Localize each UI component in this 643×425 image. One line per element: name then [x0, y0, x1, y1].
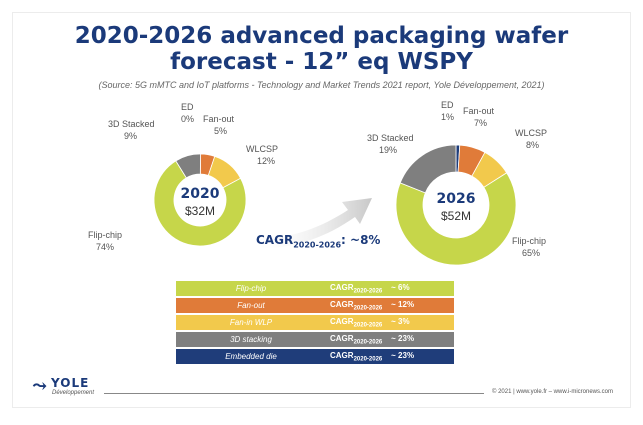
pie-2020 — [153, 153, 247, 247]
cagr-row-value: CAGR2020-2026 ~ 6% — [326, 281, 454, 296]
cagr-row-label: CAGR — [330, 316, 354, 326]
label-2020-flip-chip-name: Flip-chip — [88, 230, 122, 240]
cagr-row-period: 2020-2026 — [353, 288, 383, 295]
yole-logo-mark: ⤳ — [32, 376, 48, 397]
overall-cagr-prefix: CAGR — [256, 233, 294, 247]
cagr-row-label: CAGR — [330, 299, 354, 309]
label-2020-3d-stacked-pct: 9% — [124, 131, 137, 141]
pie-2026 — [395, 144, 517, 266]
cagr-row-label: CAGR — [330, 350, 354, 360]
pie-2026-center: 2026 $52M — [437, 191, 476, 223]
overall-cagr: CAGR2020-2026: ~8% — [256, 233, 380, 249]
cagr-row-period: 2020-2026 — [353, 339, 383, 346]
label-2020-fan-out-name: Fan-out — [203, 114, 235, 124]
cagr-row-segment: Fan-in WLP — [176, 315, 326, 330]
label-2020-fan-out-pct: 5% — [214, 126, 227, 136]
cagr-row: 3D stacking CAGR2020-2026 ~ 23% — [176, 332, 454, 347]
cagr-row-period: 2020-2026 — [353, 305, 383, 312]
footer-copyright: © 2021 | www.yole.fr – www.i-micronews.c… — [492, 389, 614, 395]
overall-cagr-value: : ~8% — [341, 233, 381, 247]
cagr-row: Flip-chip CAGR2020-2026 ~ 6% — [176, 281, 454, 296]
label-2026-ed-name: ED — [441, 100, 454, 110]
label-2026-3d-stacked-name: 3D Stacked — [367, 133, 414, 143]
label-2020-ed-name: ED — [181, 102, 194, 112]
cagr-row-segment: Fan-out — [176, 298, 326, 313]
label-2026-flip-chip-pct: 65% — [522, 248, 540, 258]
cagr-row: Embedded die CAGR2020-2026 ~ 23% — [176, 349, 454, 364]
label-2026-ed-pct: 1% — [441, 112, 454, 122]
label-2020-flip-chip-pct: 74% — [96, 242, 114, 252]
cagr-row-period: 2020-2026 — [353, 356, 383, 363]
pie-2026-year: 2026 — [437, 191, 476, 207]
donut-hole-2026 — [423, 172, 489, 238]
yole-logo: ⤳ YOLE Développement — [32, 376, 94, 397]
footer-divider — [104, 393, 484, 394]
cagr-row-value: CAGR2020-2026 ~ 12% — [326, 298, 454, 313]
pie-2020-center: 2020 $32M — [181, 186, 220, 218]
pie-2020-year: 2020 — [181, 186, 220, 202]
cagr-table: Flip-chip CAGR2020-2026 ~ 6% Fan-out CAGR20… — [176, 279, 454, 366]
cagr-row: Fan-in WLP CAGR2020-2026 ~ 3% — [176, 315, 454, 330]
cagr-row-label: CAGR — [330, 282, 354, 292]
cagr-row: Fan-out CAGR2020-2026 ~ 12% — [176, 298, 454, 313]
cagr-row-value: CAGR2020-2026 ~ 23% — [326, 332, 454, 347]
chart-title-line2: forecast - 12” eq WSPY — [170, 49, 473, 75]
label-2026-fan-out-name: Fan-out — [463, 106, 495, 116]
cagr-row-number: ~ 12% — [391, 299, 415, 309]
label-2026-flip-chip-name: Flip-chip — [512, 236, 546, 246]
pie-2020-total: $32M — [185, 204, 215, 218]
cagr-row-number: ~ 23% — [391, 350, 415, 360]
label-2026-fan-out-pct: 7% — [474, 118, 487, 128]
cagr-row-value: CAGR2020-2026 ~ 23% — [326, 349, 454, 364]
pie-2026-total: $52M — [441, 209, 471, 223]
cagr-row-value: CAGR2020-2026 ~ 3% — [326, 315, 454, 330]
source-note: (Source: 5G mMTC and IoT platforms - Tec… — [98, 80, 545, 90]
growth-arrow — [252, 198, 372, 249]
yole-logo-name: YOLE — [51, 376, 90, 390]
cagr-row-segment: Flip-chip — [176, 281, 326, 296]
label-2020-wlcsp-pct: 12% — [257, 156, 275, 166]
overall-cagr-period: 2020-2026 — [293, 240, 342, 250]
label-2020-3d-stacked-name: 3D Stacked — [108, 119, 155, 129]
label-2026-3d-stacked-pct: 19% — [379, 145, 397, 155]
cagr-row-number: ~ 3% — [391, 316, 410, 326]
label-2020-wlcsp-name: WLCSP — [246, 144, 278, 154]
label-2020-ed-pct: 0% — [181, 114, 194, 124]
cagr-row-period: 2020-2026 — [353, 322, 383, 329]
chart-title-line1: 2020-2026 advanced packaging wafer — [74, 23, 569, 49]
cagr-row-segment: 3D stacking — [176, 332, 326, 347]
label-2026-wlcsp-name: WLCSP — [515, 128, 547, 138]
cagr-row-number: ~ 6% — [391, 282, 410, 292]
yole-logo-sub: Développement — [52, 390, 95, 396]
label-2026-wlcsp-pct: 8% — [526, 140, 539, 150]
cagr-row-label: CAGR — [330, 333, 354, 343]
donut-hole-2020 — [174, 174, 226, 226]
cagr-row-number: ~ 23% — [391, 333, 415, 343]
cagr-row-segment: Embedded die — [176, 349, 326, 364]
